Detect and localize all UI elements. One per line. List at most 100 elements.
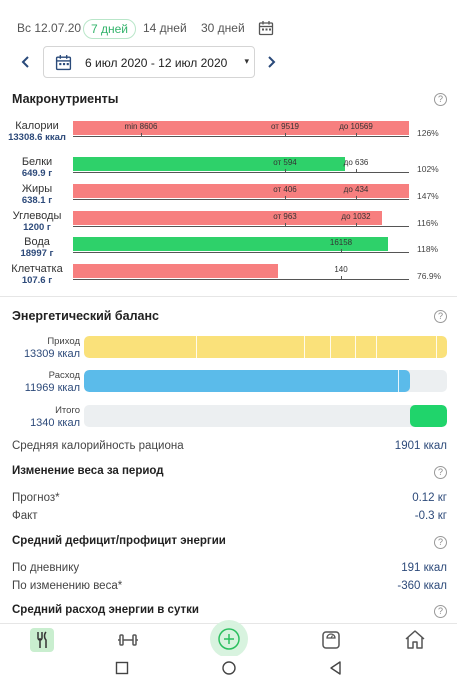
dropdown-caret-icon: ▾ — [244, 56, 249, 66]
macro-tick — [141, 133, 142, 137]
help-icon[interactable]: ? — [434, 536, 447, 549]
macro-bar — [73, 121, 409, 135]
add-icon — [218, 628, 240, 650]
help-icon[interactable]: ? — [434, 310, 447, 323]
income-name: Приход — [47, 336, 80, 347]
macro-bar — [73, 184, 409, 198]
macro-axis — [73, 226, 409, 227]
macro-name: Калории — [15, 120, 59, 132]
calendar-icon[interactable] — [258, 20, 274, 36]
macro-tick-label: min 8606 — [124, 122, 158, 131]
diary-deficit-label: По дневнику — [12, 562, 80, 574]
macro-tick — [285, 223, 286, 227]
home-icon — [405, 630, 425, 649]
next-period-button[interactable] — [261, 52, 281, 72]
macro-label: Жиры 638.1 г — [0, 183, 74, 207]
macro-percent: 126% — [417, 128, 439, 138]
macro-bar-fill — [73, 211, 383, 225]
bar-segment-divider — [304, 336, 305, 358]
macro-name: Белки — [21, 156, 53, 168]
macro-bar — [73, 237, 409, 251]
macro-tick-label: от 9519 — [271, 122, 299, 131]
macro-tick-label: 16158 — [329, 238, 353, 247]
macro-axis — [73, 199, 409, 200]
daily-expense-title: Средний расход энергии в сутки — [12, 604, 199, 616]
macro-value: 18997 г — [20, 248, 54, 259]
macro-tick — [341, 249, 342, 253]
macro-axis — [73, 136, 409, 137]
scale-icon — [322, 631, 340, 649]
macro-percent: 116% — [417, 218, 439, 228]
chevron-right-icon — [268, 56, 276, 68]
macro-name: Клетчатка — [11, 263, 63, 275]
expense-bar — [84, 370, 447, 392]
macro-value: 13308.6 ккал — [8, 132, 66, 143]
food-icon — [37, 631, 47, 648]
avg-calories-value: 1901 ккал — [394, 440, 447, 452]
macro-tick-label: до 1032 — [341, 212, 371, 221]
total-label: Итого 1340 ккал — [0, 405, 80, 429]
macro-value: 649.9 г — [21, 168, 53, 179]
expense-name: Расход — [48, 370, 80, 381]
macro-bar-fill — [73, 264, 279, 278]
macro-tick — [356, 223, 357, 227]
recent-apps-icon[interactable] — [115, 661, 129, 675]
macro-name: Углеводы — [12, 210, 62, 222]
bar-segment-divider — [398, 370, 399, 392]
macro-name: Вода — [24, 236, 50, 248]
income-value: 13309 ккал — [23, 348, 80, 360]
macro-value: 1200 г — [23, 222, 51, 233]
macro-tick-label: до 434 — [343, 185, 369, 194]
avg-calories-label: Средняя калорийность рациона — [12, 440, 184, 452]
period-tabs: Вс 12.07.20 7 дней 14 дней 30 дней — [0, 0, 457, 44]
nav-add-button[interactable] — [210, 620, 248, 658]
macro-label: Углеводы 1200 г — [0, 210, 74, 234]
tab-30-days[interactable]: 30 дней — [201, 21, 245, 35]
dumbbell-icon — [118, 634, 138, 646]
weight-deficit-value: -360 ккал — [397, 580, 447, 592]
macro-bar-fill — [73, 157, 345, 171]
tab-14-days[interactable]: 14 дней — [143, 21, 187, 35]
back-icon[interactable] — [328, 660, 344, 676]
help-icon[interactable]: ? — [434, 466, 447, 479]
total-name: Итого — [55, 405, 80, 416]
macro-bar-fill — [73, 121, 409, 135]
date-range-text: 6 июл 2020 - 12 июл 2020 — [85, 56, 228, 70]
macro-percent: 147% — [417, 191, 439, 201]
nav-weight-button[interactable] — [319, 628, 343, 652]
total-bar — [84, 405, 447, 427]
help-icon[interactable]: ? — [434, 605, 447, 618]
calendar-icon — [55, 55, 72, 71]
system-nav-bar — [0, 656, 457, 680]
nav-diary-button[interactable] — [30, 628, 54, 652]
macro-percent: 76.9% — [417, 271, 442, 281]
macro-tick — [285, 133, 286, 137]
tab-7-days[interactable]: 7 дней — [83, 19, 137, 39]
bar-segment-divider — [355, 336, 356, 358]
bar-segment-divider — [330, 336, 331, 358]
help-icon[interactable]: ? — [434, 93, 447, 106]
energy-title: Энергетический баланс — [12, 309, 159, 323]
macro-bar-fill — [73, 184, 409, 198]
macro-axis — [73, 252, 409, 253]
income-bar — [84, 336, 447, 358]
divider — [0, 296, 457, 297]
home-circle-icon[interactable] — [221, 660, 237, 676]
nav-workouts-button[interactable] — [116, 628, 140, 652]
macro-tick — [285, 196, 286, 200]
date-range-select[interactable]: 6 июл 2020 - 12 июл 2020 ▾ — [43, 46, 255, 78]
tab-day[interactable]: Вс 12.07.20 — [17, 21, 82, 35]
macro-tick-label: от 594 — [273, 158, 297, 167]
macro-label: Белки 649.9 г — [0, 156, 74, 180]
bar-segment-divider — [196, 336, 197, 358]
nav-home-button[interactable] — [403, 628, 427, 652]
macro-bar — [73, 264, 409, 278]
expense-bar-fill — [84, 370, 411, 392]
macro-tick — [356, 169, 357, 173]
bar-segment-divider — [376, 336, 377, 358]
bar-segment-divider — [436, 336, 437, 358]
prev-period-button[interactable] — [16, 52, 36, 72]
macro-tick-label: от 963 — [273, 212, 297, 221]
macro-percent: 118% — [417, 244, 439, 254]
bottom-nav — [0, 620, 457, 658]
